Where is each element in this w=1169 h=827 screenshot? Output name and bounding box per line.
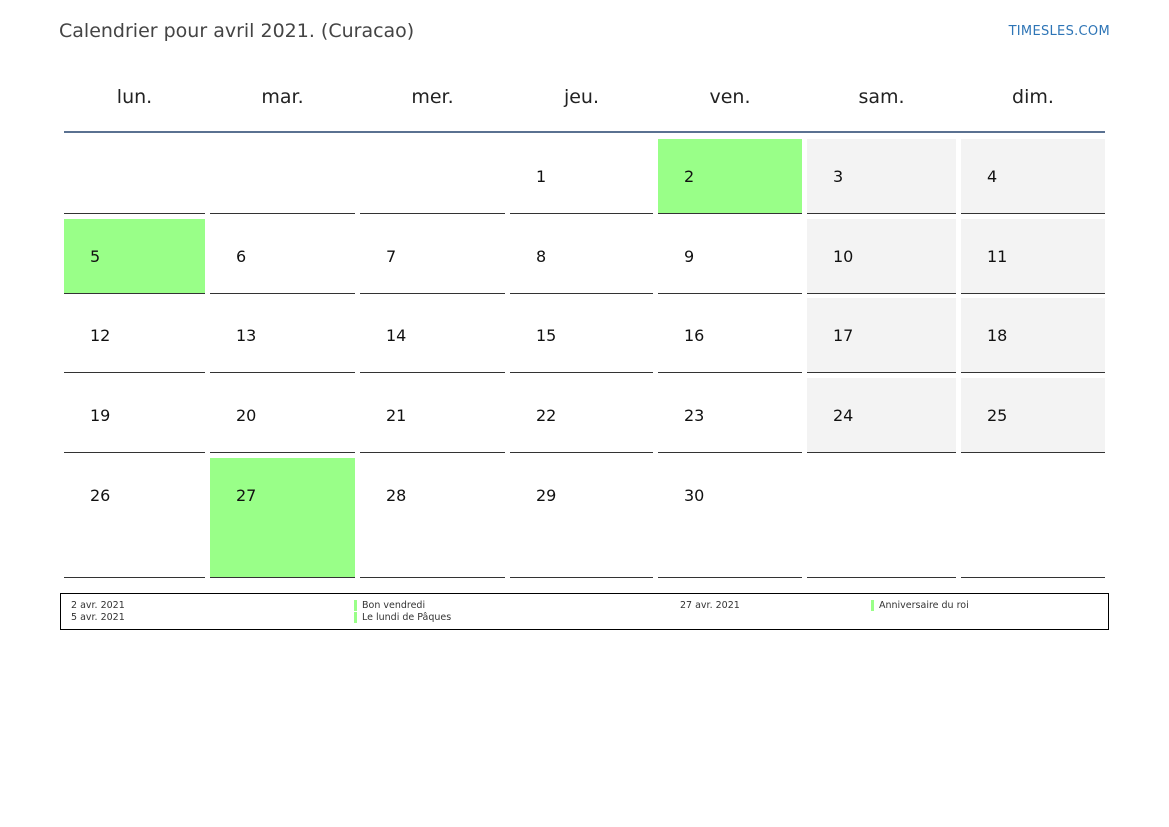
day-cell: 9 [658, 219, 802, 294]
day-number: 21 [386, 406, 407, 425]
holiday-legend: 2 avr. 2021 5 avr. 2021 Bon vendredi Le … [60, 593, 1109, 630]
day-number: 24 [833, 406, 854, 425]
day-cell: 5 [64, 219, 205, 294]
day-cell: 18 [961, 298, 1105, 373]
day-number: 14 [386, 326, 407, 345]
legend-color-marker [354, 600, 357, 611]
day-number: 11 [987, 247, 1008, 266]
day-number: 16 [684, 326, 705, 345]
day-cell: 13 [210, 298, 355, 373]
empty-day-cell [210, 139, 355, 214]
page-title: Calendrier pour avril 2021. (Curacao) [59, 20, 415, 42]
empty-day-cell [64, 139, 205, 214]
day-cell: 2 [658, 139, 802, 214]
day-number: 9 [684, 247, 695, 266]
day-cell: 23 [658, 378, 802, 453]
day-number: 26 [90, 486, 111, 505]
day-number: 4 [987, 167, 998, 186]
weekday-label: dim. [1012, 86, 1054, 108]
legend-color-marker [354, 612, 357, 623]
day-number: 5 [90, 247, 101, 266]
day-number: 19 [90, 406, 111, 425]
day-number: 22 [536, 406, 557, 425]
day-number: 18 [987, 326, 1008, 345]
day-cell: 22 [510, 378, 653, 453]
legend-date: 5 avr. 2021 [71, 612, 125, 623]
weekday-label: lun. [116, 86, 153, 108]
empty-day-cell [961, 458, 1105, 578]
day-cell: 4 [961, 139, 1105, 214]
legend-date: 27 avr. 2021 [680, 600, 740, 611]
day-number: 7 [386, 247, 397, 266]
day-cell: 10 [807, 219, 956, 294]
day-cell: 30 [658, 458, 802, 578]
weekday-header: lun. mar. mer. jeu. ven. sam. dim. [64, 86, 1105, 112]
day-number: 25 [987, 406, 1008, 425]
day-cell: 28 [360, 458, 505, 578]
day-cell: 15 [510, 298, 653, 373]
day-cell: 11 [961, 219, 1105, 294]
day-cell: 20 [210, 378, 355, 453]
day-number: 30 [684, 486, 705, 505]
day-number: 20 [236, 406, 257, 425]
day-number: 1 [536, 167, 547, 186]
day-cell: 27 [210, 458, 355, 578]
weekday-label: ven. [709, 86, 751, 108]
day-cell: 8 [510, 219, 653, 294]
day-cell: 6 [210, 219, 355, 294]
day-cell: 1 [510, 139, 653, 214]
day-cell: 14 [360, 298, 505, 373]
day-cell: 7 [360, 219, 505, 294]
day-number: 10 [833, 247, 854, 266]
empty-day-cell [360, 139, 505, 214]
weekday-label: mar. [261, 86, 304, 108]
day-number: 12 [90, 326, 111, 345]
legend-holiday-name: Bon vendredi [362, 600, 426, 611]
day-number: 2 [684, 167, 695, 186]
weekday-label: sam. [858, 86, 905, 108]
day-cell: 19 [64, 378, 205, 453]
day-cell: 12 [64, 298, 205, 373]
day-cell: 17 [807, 298, 956, 373]
day-cell: 21 [360, 378, 505, 453]
legend-holiday-name: Anniversaire du roi [879, 600, 969, 611]
legend-color-marker [871, 600, 874, 611]
day-number: 17 [833, 326, 854, 345]
legend-date: 2 avr. 2021 [71, 600, 125, 611]
day-cell: 29 [510, 458, 653, 578]
day-number: 29 [536, 486, 557, 505]
day-number: 3 [833, 167, 844, 186]
day-number: 13 [236, 326, 257, 345]
day-cell: 24 [807, 378, 956, 453]
weekday-label: jeu. [563, 86, 600, 108]
header-rule [64, 131, 1105, 133]
day-cell: 25 [961, 378, 1105, 453]
day-number: 6 [236, 247, 247, 266]
day-cell: 16 [658, 298, 802, 373]
brand-link[interactable]: TIMESLES.COM [1008, 24, 1110, 39]
day-cell: 3 [807, 139, 956, 214]
legend-holiday-name: Le lundi de Pâques [362, 612, 452, 623]
day-number: 23 [684, 406, 705, 425]
day-number: 27 [236, 486, 257, 505]
day-number: 8 [536, 247, 547, 266]
weekday-label: mer. [411, 86, 454, 108]
day-number: 28 [386, 486, 407, 505]
day-number: 15 [536, 326, 557, 345]
empty-day-cell [807, 458, 956, 578]
day-cell: 26 [64, 458, 205, 578]
